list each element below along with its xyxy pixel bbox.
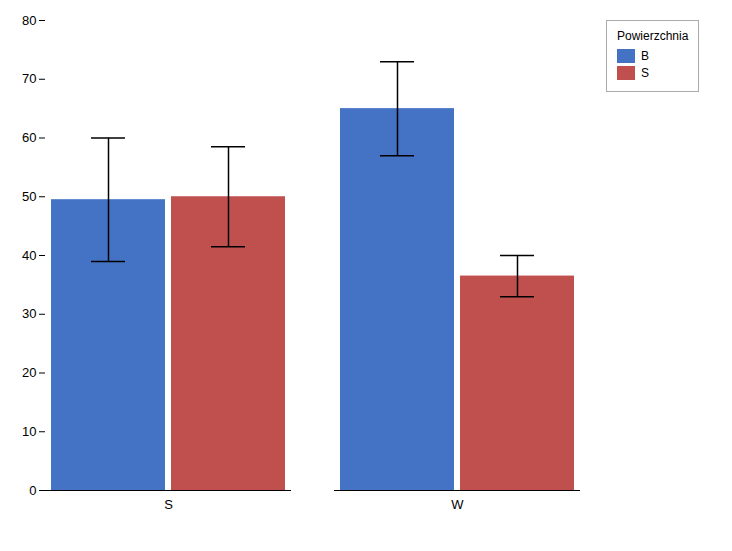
svg-text:20: 20 xyxy=(22,365,36,380)
svg-text:0: 0 xyxy=(29,483,36,498)
html-text:B: B xyxy=(641,49,649,63)
html-text:Powierzchnia: Powierzchnia xyxy=(617,29,689,43)
svg-text:10: 10 xyxy=(22,424,36,439)
svg-text:70: 70 xyxy=(22,71,36,86)
svg-text:W: W xyxy=(451,497,464,512)
svg-text:60: 60 xyxy=(22,130,36,145)
svg-text:40: 40 xyxy=(22,248,36,263)
html-text:S: S xyxy=(641,66,649,80)
svg-text:S: S xyxy=(164,497,173,512)
svg-text:30: 30 xyxy=(22,306,36,321)
svg-text:80: 80 xyxy=(22,13,36,28)
svg-text:50: 50 xyxy=(22,189,36,204)
